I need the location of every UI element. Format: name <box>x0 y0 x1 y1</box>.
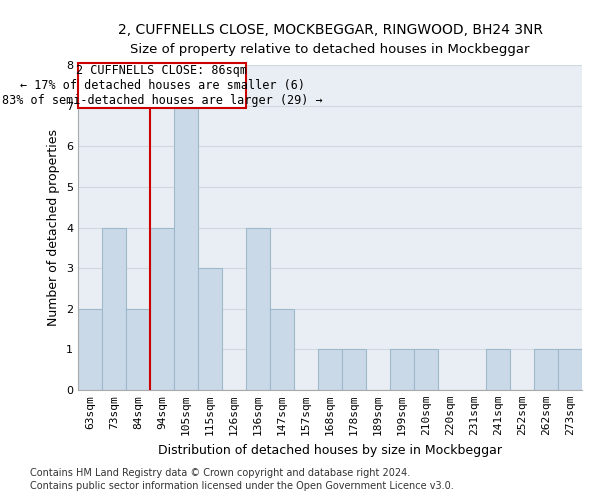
FancyBboxPatch shape <box>78 63 246 108</box>
Bar <box>534 350 558 390</box>
Bar <box>150 228 174 390</box>
Bar <box>558 350 582 390</box>
X-axis label: Distribution of detached houses by size in Mockbeggar: Distribution of detached houses by size … <box>158 444 502 456</box>
Text: ← 17% of detached houses are smaller (6): ← 17% of detached houses are smaller (6) <box>19 79 305 92</box>
Text: Size of property relative to detached houses in Mockbeggar: Size of property relative to detached ho… <box>130 42 530 56</box>
Bar <box>486 350 510 390</box>
Text: Contains HM Land Registry data © Crown copyright and database right 2024.: Contains HM Land Registry data © Crown c… <box>30 468 410 477</box>
Text: 83% of semi-detached houses are larger (29) →: 83% of semi-detached houses are larger (… <box>2 94 322 106</box>
Text: Contains public sector information licensed under the Open Government Licence v3: Contains public sector information licen… <box>30 481 454 491</box>
Y-axis label: Number of detached properties: Number of detached properties <box>47 129 61 326</box>
Bar <box>246 228 270 390</box>
Bar <box>174 106 198 390</box>
Bar <box>414 350 438 390</box>
Bar <box>126 308 150 390</box>
Bar <box>270 308 294 390</box>
Text: 2, CUFFNELLS CLOSE, MOCKBEGGAR, RINGWOOD, BH24 3NR: 2, CUFFNELLS CLOSE, MOCKBEGGAR, RINGWOOD… <box>118 22 542 36</box>
Bar <box>102 228 126 390</box>
Text: 2 CUFFNELLS CLOSE: 86sqm: 2 CUFFNELLS CLOSE: 86sqm <box>77 64 248 77</box>
Bar <box>318 350 342 390</box>
Bar <box>390 350 414 390</box>
Bar <box>78 308 102 390</box>
Bar <box>342 350 366 390</box>
Bar <box>198 268 222 390</box>
